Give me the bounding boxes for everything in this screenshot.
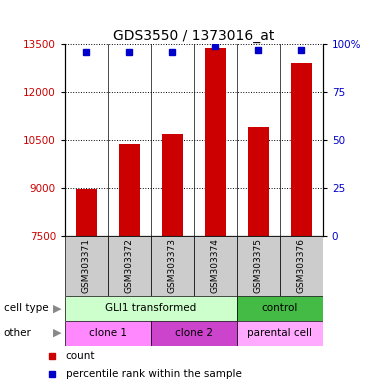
Text: GSM303376: GSM303376	[297, 238, 306, 293]
Bar	[204, 48, 226, 236]
Text: control: control	[262, 303, 298, 313]
Text: GSM303371: GSM303371	[82, 238, 91, 293]
Bar	[237, 236, 280, 296]
Bar	[65, 321, 151, 346]
Text: GLI1 transformed: GLI1 transformed	[105, 303, 197, 313]
Bar	[151, 321, 237, 346]
Text: ▶: ▶	[53, 303, 61, 313]
Bar	[151, 236, 194, 296]
Text: parental cell: parental cell	[247, 328, 312, 338]
Bar	[162, 134, 183, 236]
Bar	[290, 63, 312, 236]
Title: GDS3550 / 1373016_at: GDS3550 / 1373016_at	[113, 29, 275, 43]
Bar	[280, 236, 323, 296]
Text: GSM303374: GSM303374	[211, 238, 220, 293]
Text: other: other	[4, 328, 32, 338]
Bar	[119, 144, 140, 236]
Bar	[76, 189, 97, 236]
Text: percentile rank within the sample: percentile rank within the sample	[66, 369, 242, 379]
Text: clone 1: clone 1	[89, 328, 127, 338]
Bar	[65, 296, 237, 321]
Text: ▶: ▶	[53, 328, 61, 338]
Bar	[65, 236, 108, 296]
Bar	[237, 296, 323, 321]
Bar	[237, 321, 323, 346]
Text: cell type: cell type	[4, 303, 48, 313]
Bar	[108, 236, 151, 296]
Bar	[247, 127, 269, 236]
Text: count: count	[66, 351, 95, 361]
Text: GSM303375: GSM303375	[254, 238, 263, 293]
Bar	[194, 236, 237, 296]
Text: clone 2: clone 2	[175, 328, 213, 338]
Text: GSM303372: GSM303372	[125, 238, 134, 293]
Text: GSM303373: GSM303373	[168, 238, 177, 293]
